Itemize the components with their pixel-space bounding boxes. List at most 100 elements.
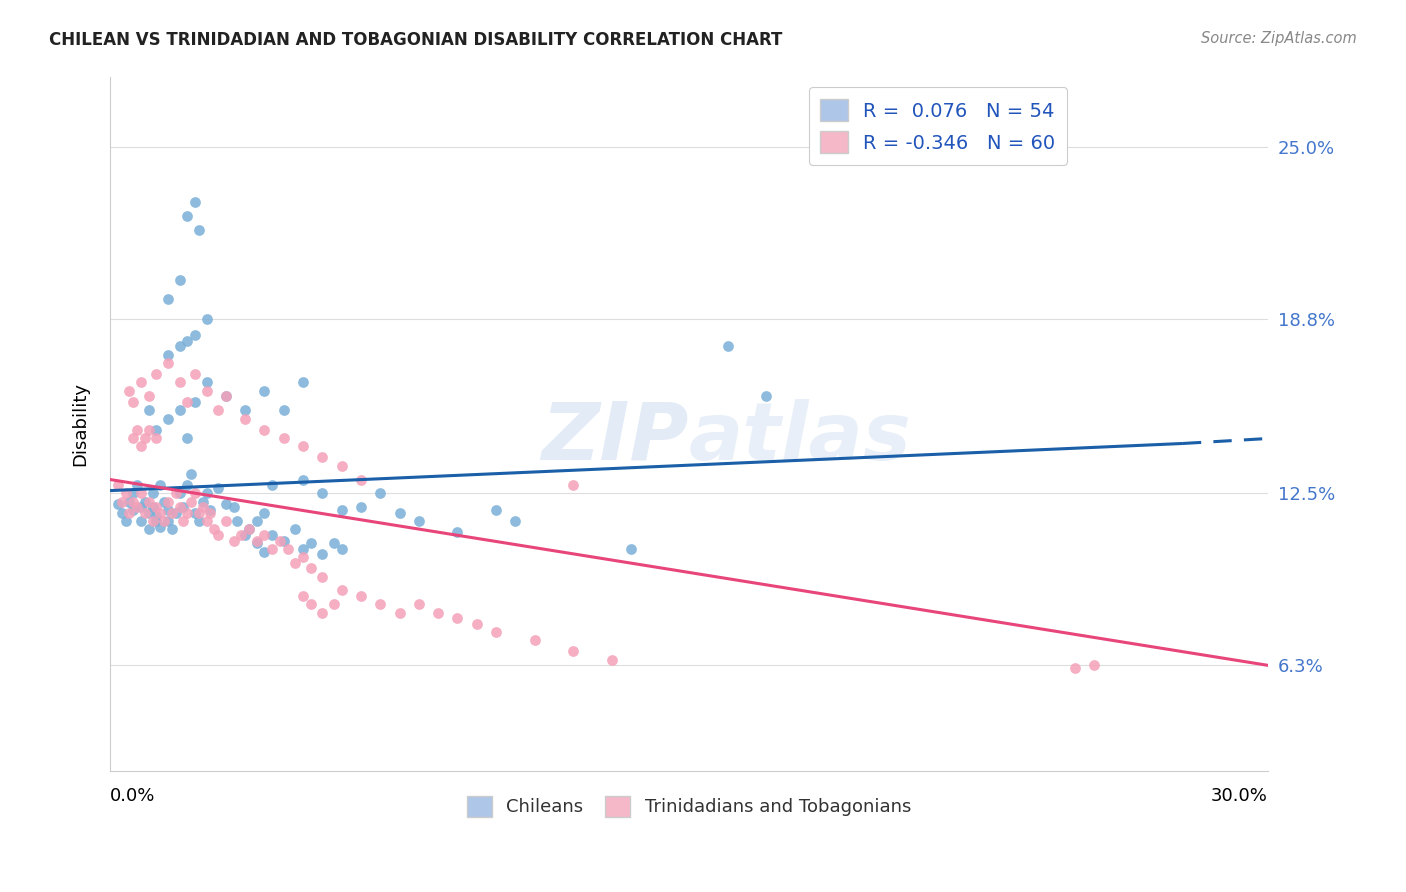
Point — [292, 589, 315, 603]
Point — [169, 500, 191, 515]
Point — [129, 486, 152, 500]
Point — [129, 500, 152, 515]
Point — [145, 431, 167, 445]
Point — [322, 597, 344, 611]
Point — [330, 583, 353, 598]
Point — [716, 339, 738, 353]
Point — [215, 389, 238, 403]
Point — [292, 541, 315, 556]
Point — [222, 533, 245, 548]
Point — [246, 514, 269, 528]
Point — [184, 486, 207, 500]
Point — [134, 506, 156, 520]
Point — [176, 431, 198, 445]
Point — [311, 486, 333, 500]
Point — [145, 423, 167, 437]
Point — [156, 411, 179, 425]
Point — [299, 536, 322, 550]
Point — [273, 533, 295, 548]
Point — [284, 556, 307, 570]
Point — [191, 500, 214, 515]
Point — [262, 478, 284, 492]
Point — [127, 478, 149, 492]
Point — [165, 506, 187, 520]
Point — [195, 486, 218, 500]
Point — [207, 481, 229, 495]
Point — [200, 503, 222, 517]
Point — [262, 528, 284, 542]
Point — [122, 503, 145, 517]
Point — [233, 403, 256, 417]
Point — [253, 384, 276, 398]
Point — [273, 431, 295, 445]
Text: atlas: atlas — [689, 399, 911, 477]
Point — [138, 403, 160, 417]
Point — [176, 506, 198, 520]
Point — [253, 423, 276, 437]
Point — [138, 523, 160, 537]
Point — [284, 523, 307, 537]
Y-axis label: Disability: Disability — [72, 382, 89, 466]
Point — [215, 389, 238, 403]
Point — [118, 506, 141, 520]
Point — [330, 541, 353, 556]
Point — [485, 625, 508, 640]
Point — [273, 403, 295, 417]
Point — [149, 478, 172, 492]
Point — [122, 486, 145, 500]
Point — [246, 536, 269, 550]
Point — [446, 611, 468, 625]
Point — [145, 508, 167, 523]
Point — [160, 506, 183, 520]
Point — [253, 544, 276, 558]
Point — [233, 411, 256, 425]
Point — [226, 514, 249, 528]
Point — [176, 478, 198, 492]
Point — [156, 514, 179, 528]
Point — [156, 503, 179, 517]
Point — [311, 450, 333, 465]
Point — [107, 478, 129, 492]
Point — [195, 311, 218, 326]
Point — [322, 536, 344, 550]
Point — [134, 431, 156, 445]
Point — [141, 500, 163, 515]
Point — [169, 273, 191, 287]
Point — [311, 569, 333, 583]
Point — [562, 644, 585, 658]
Point — [111, 494, 134, 508]
Point — [200, 506, 222, 520]
Point — [1083, 658, 1105, 673]
Point — [145, 500, 167, 515]
Point — [184, 367, 207, 381]
Point — [446, 525, 468, 540]
Point — [465, 616, 488, 631]
Point — [153, 514, 176, 528]
Point — [231, 528, 253, 542]
Point — [176, 209, 198, 223]
Point — [149, 519, 172, 533]
Point — [299, 597, 322, 611]
Point — [184, 195, 207, 210]
Text: 30.0%: 30.0% — [1211, 788, 1268, 805]
Point — [107, 498, 129, 512]
Point — [114, 486, 136, 500]
Point — [169, 339, 191, 353]
Point — [138, 494, 160, 508]
Point — [176, 334, 198, 348]
Point — [153, 494, 176, 508]
Point — [169, 486, 191, 500]
Point — [246, 533, 269, 548]
Point — [427, 606, 450, 620]
Point — [207, 528, 229, 542]
Point — [311, 606, 333, 620]
Point — [141, 514, 163, 528]
Point — [145, 514, 167, 528]
Point — [184, 506, 207, 520]
Point — [262, 541, 284, 556]
Point — [187, 506, 209, 520]
Point — [388, 506, 411, 520]
Point — [523, 633, 546, 648]
Point — [195, 384, 218, 398]
Point — [277, 541, 299, 556]
